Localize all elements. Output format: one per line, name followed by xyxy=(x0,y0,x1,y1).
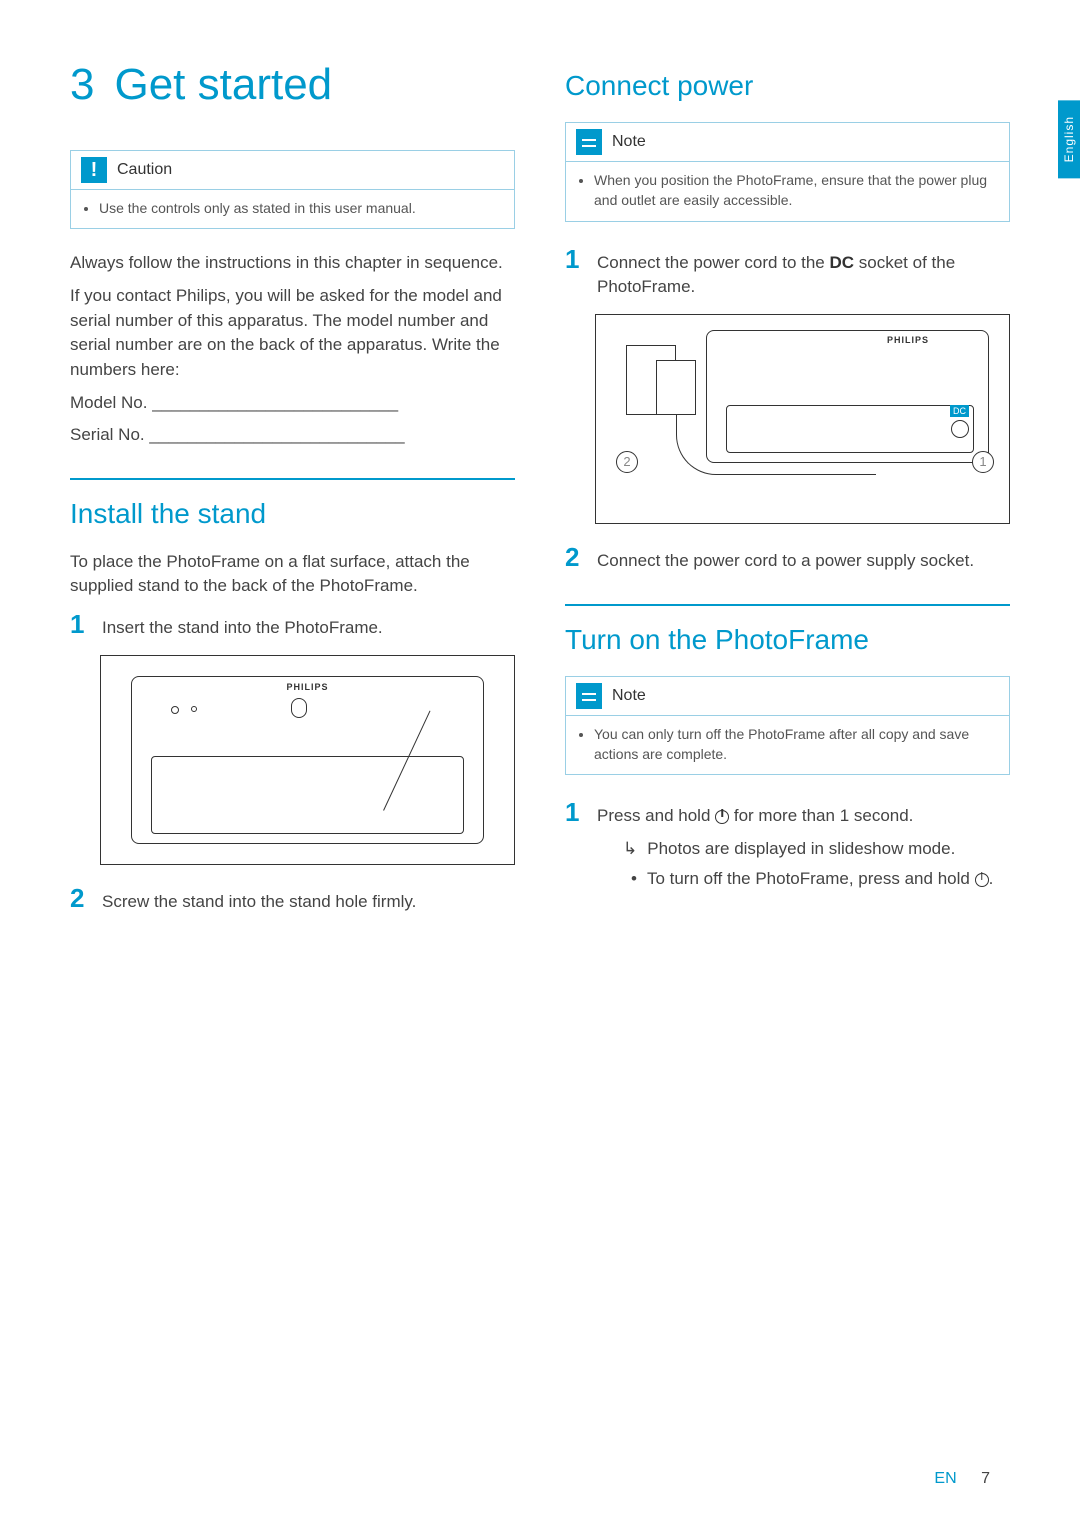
note-body: You can only turn off the PhotoFrame aft… xyxy=(566,715,1009,775)
install-step-1: 1 Insert the stand into the PhotoFrame. xyxy=(70,609,515,641)
model-no-line: Model No. __________________________ xyxy=(70,391,515,416)
step-number: 1 xyxy=(70,609,102,640)
note-title: Note xyxy=(612,687,646,705)
power-icon xyxy=(975,873,989,887)
note-icon xyxy=(576,683,602,709)
intro-paragraph-1: Always follow the instructions in this c… xyxy=(70,251,515,276)
page-content: 3 Get started ! Caution Use the controls … xyxy=(0,0,1080,962)
note-body: When you position the PhotoFrame, ensure… xyxy=(566,161,1009,221)
note-title: Note xyxy=(612,133,646,151)
turnon-note-box: Note You can only turn off the PhotoFram… xyxy=(565,676,1010,776)
right-column: Connect power Note When you position the… xyxy=(565,60,1010,922)
connect-step-1: 1 Connect the power cord to the DC socke… xyxy=(565,244,1010,300)
caution-box: ! Caution Use the controls only as state… xyxy=(70,150,515,229)
step-text: Press and hold for more than 1 second. xyxy=(597,804,913,829)
step-number: 1 xyxy=(565,244,597,275)
install-stand-heading: Install the stand xyxy=(70,498,515,530)
intro-paragraph-2: If you contact Philips, you will be aske… xyxy=(70,284,515,383)
note-bullet: When you position the PhotoFrame, ensure… xyxy=(594,170,997,211)
step-text: Connect the power cord to a power supply… xyxy=(597,549,974,574)
section-divider xyxy=(565,604,1010,606)
connect-step-2: 2 Connect the power cord to a power supp… xyxy=(565,542,1010,574)
step-text: Connect the power cord to the DC socket … xyxy=(597,251,1010,300)
chapter-number: 3 xyxy=(70,60,94,110)
bullet-icon: • xyxy=(631,867,637,892)
step-number: 2 xyxy=(565,542,597,573)
install-step-2: 2 Screw the stand into the stand hole fi… xyxy=(70,883,515,915)
callout-1: 1 xyxy=(972,451,994,473)
step-number: 2 xyxy=(70,883,102,914)
chapter-title-text: Get started xyxy=(114,60,332,109)
footer-lang: EN xyxy=(934,1470,956,1487)
note-icon xyxy=(576,129,602,155)
note-header: Note xyxy=(566,123,1009,161)
install-stand-illustration: PHILIPS xyxy=(100,655,515,865)
arrow-icon: ↳ xyxy=(623,837,637,862)
footer-page-number: 7 xyxy=(981,1470,990,1487)
dc-label: DC xyxy=(950,405,969,417)
note-bullet: You can only turn off the PhotoFrame aft… xyxy=(594,724,997,765)
chapter-title: 3 Get started xyxy=(70,60,515,110)
caution-bullet: Use the controls only as stated in this … xyxy=(99,198,502,218)
illus-brand-label: PHILIPS xyxy=(887,335,929,345)
language-tab: English xyxy=(1058,100,1080,178)
caution-body: Use the controls only as stated in this … xyxy=(71,189,514,228)
step-text: Insert the stand into the PhotoFrame. xyxy=(102,616,383,641)
note-header: Note xyxy=(566,677,1009,715)
illus-brand-label: PHILIPS xyxy=(286,682,328,692)
callout-2: 2 xyxy=(616,451,638,473)
step-text: Screw the stand into the stand hole firm… xyxy=(102,890,416,915)
turnon-sub-arrow: ↳ Photos are displayed in slideshow mode… xyxy=(623,837,1010,892)
caution-header: ! Caution xyxy=(71,151,514,189)
serial-no-line: Serial No. ___________________________ xyxy=(70,423,515,448)
left-column: 3 Get started ! Caution Use the controls … xyxy=(70,60,515,922)
step-number: 1 xyxy=(565,797,597,828)
install-stand-body: To place the PhotoFrame on a flat surfac… xyxy=(70,550,515,599)
connect-power-heading: Connect power xyxy=(565,70,1010,102)
connect-note-box: Note When you position the PhotoFrame, e… xyxy=(565,122,1010,222)
section-divider xyxy=(70,478,515,480)
page-footer: EN 7 xyxy=(934,1470,990,1488)
power-icon xyxy=(715,810,729,824)
turn-on-heading: Turn on the PhotoFrame xyxy=(565,624,1010,656)
turnon-step-1: 1 Press and hold for more than 1 second. xyxy=(565,797,1010,829)
connect-power-illustration: PHILIPS DC 1 2 xyxy=(595,314,1010,524)
caution-title: Caution xyxy=(117,161,172,179)
caution-icon: ! xyxy=(81,157,107,183)
